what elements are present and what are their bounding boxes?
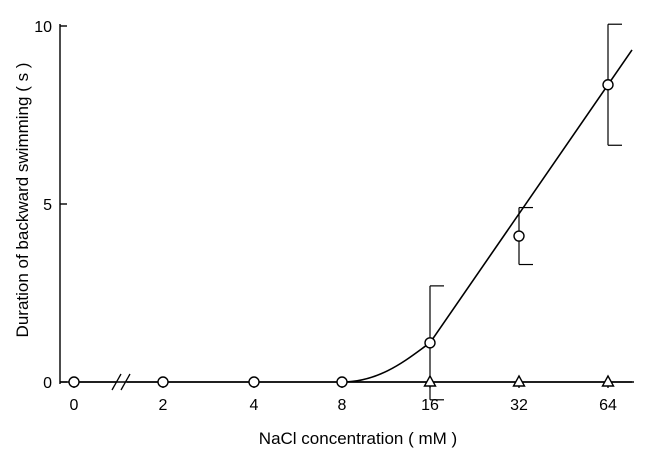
x-tick-label: 4 xyxy=(250,397,259,414)
y-tick-label: 10 xyxy=(34,19,52,36)
y-tick-label: 5 xyxy=(43,197,52,214)
x-tick-label: 32 xyxy=(510,397,528,414)
y-tick-label: 0 xyxy=(43,375,52,392)
x-tick-label: 64 xyxy=(599,397,617,414)
data-point-circle xyxy=(157,376,169,388)
data-point-circle xyxy=(513,230,525,242)
data-point-circle xyxy=(602,79,614,91)
y-axis-label: Duration of backward swimming ( s ) xyxy=(13,63,32,338)
data-point-triangle xyxy=(423,374,437,387)
x-axis-label: NaCl concentration ( mM ) xyxy=(259,429,457,448)
data-point-circle xyxy=(248,376,260,388)
axes: 0 5 10 0 2 4 8 16 32 64 xyxy=(34,19,634,414)
data-point-triangle xyxy=(512,374,526,387)
marks xyxy=(68,23,633,401)
data-point-circle xyxy=(336,376,348,388)
data-point-circle xyxy=(424,337,436,349)
x-tick-label: 8 xyxy=(338,397,347,414)
data-point-circle xyxy=(68,376,80,388)
x-tick-label: 2 xyxy=(159,397,168,414)
fit-curve xyxy=(341,49,633,383)
x-tick-label: 16 xyxy=(421,397,439,414)
x-tick-label: 0 xyxy=(70,397,79,414)
data-point-triangle xyxy=(601,374,615,387)
